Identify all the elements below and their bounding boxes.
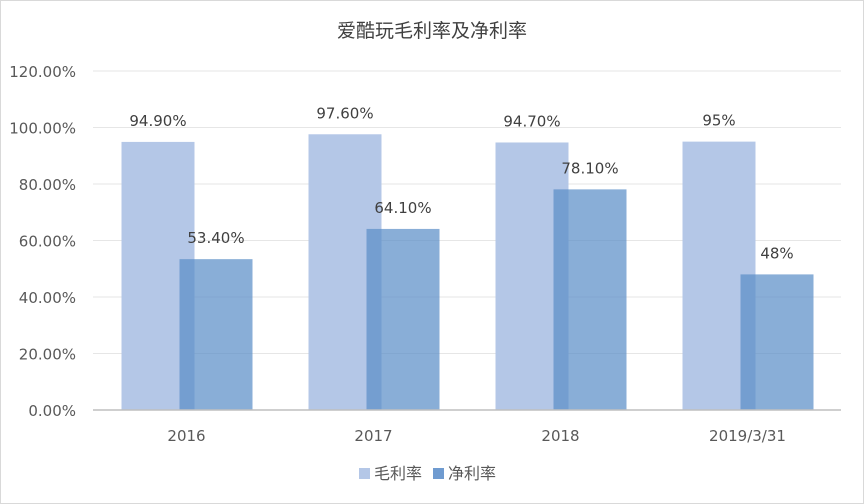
data-label-net-margin: 48% [760,244,793,262]
y-tick-label: 40.00% [19,289,76,307]
y-axis-tick-labels: 0.00% 20.00% 40.00% 60.00% 80.00% 100.00% 120.… [9,63,76,420]
legend: 毛利率 净利率 [359,464,496,483]
x-axis-tick-labels: 2016 2017 2018 2019/3/31 [167,427,786,445]
legend-swatch [433,468,444,479]
bar-net-margin [366,228,440,410]
data-label-net-margin: 64.10% [374,199,431,217]
y-tick-label: 120.00% [9,63,76,81]
x-tick-label: 2017 [354,427,392,445]
y-tick-label: 20.00% [19,346,76,364]
legend-label: 净利率 [448,464,496,483]
y-tick-label: 0.00% [28,402,76,420]
bar-net-margin [740,274,814,410]
data-label-gross-margin: 97.60% [316,104,373,122]
data-label-net-margin: 78.10% [561,159,618,177]
bar-net-margin [553,189,627,410]
legend-label: 毛利率 [374,464,422,483]
chart-title: 爱酷玩毛利率及净利率 [337,20,527,42]
y-tick-label: 60.00% [19,233,76,251]
data-label-net-margin: 53.40% [187,229,244,247]
data-labels: 94.90% 53.40% 97.60% 64.10% 94.70% 78.10% 95% 4… [129,104,793,262]
x-tick-label: 2019/3/31 [709,427,786,445]
y-tick-label: 80.00% [19,176,76,194]
y-tick-label: 100.00% [9,120,76,138]
x-tick-label: 2018 [541,427,579,445]
bar-net-margin [179,259,253,410]
data-label-gross-margin: 94.70% [503,112,560,130]
x-tick-label: 2016 [167,427,205,445]
bars [121,134,814,410]
legend-swatch [359,468,370,479]
data-label-gross-margin: 94.90% [129,112,186,130]
data-label-gross-margin: 95% [702,112,735,130]
